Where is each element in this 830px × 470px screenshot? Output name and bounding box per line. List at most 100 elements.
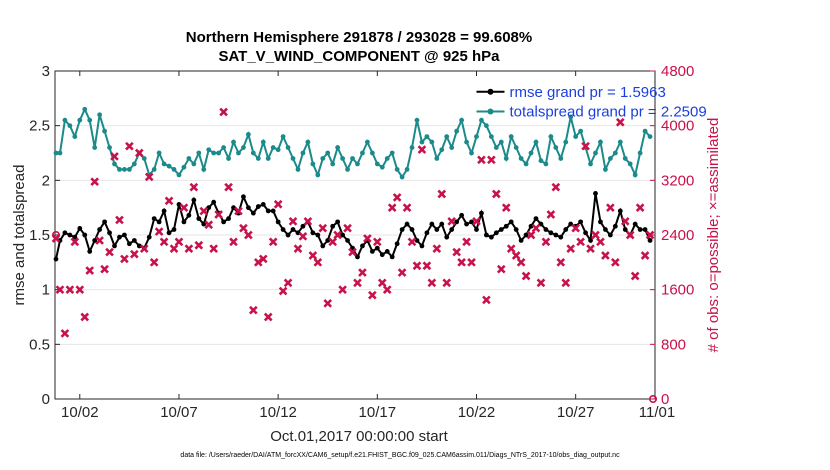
rmse-point (449, 227, 455, 232)
totalspread-point (503, 156, 509, 161)
assimilated-obs-marker-stroke-b (169, 244, 179, 253)
assimilated-obs-marker (472, 217, 481, 226)
assimilated-obs-marker (625, 230, 635, 240)
assimilated-obs-marker-stroke-b (501, 203, 511, 212)
totalspread-point (454, 128, 460, 134)
totalspread-point (533, 139, 539, 145)
y-tick-label: 3 (42, 63, 50, 80)
y-right-tick-label: 4000 (661, 118, 694, 135)
totalspread-point (374, 161, 380, 167)
totalspread-point (637, 150, 643, 156)
totalspread-point (67, 123, 73, 129)
assimilated-obs-marker (234, 206, 243, 216)
rmse-point (260, 201, 266, 207)
assimilated-obs-marker (615, 117, 625, 127)
assimilated-obs-marker (298, 232, 308, 241)
assimilated-obs-marker (80, 312, 90, 322)
rmse-point (270, 208, 276, 214)
assimilated-obs-marker-stroke-b (164, 196, 174, 206)
assimilated-obs-marker-stroke-b (199, 206, 209, 216)
y-axis-label: rmse and totalspread (11, 165, 28, 306)
assimilated-obs-marker-stroke-b (630, 271, 640, 281)
assimilated-obs-marker-stroke-b (625, 230, 635, 240)
assimilated-obs-marker (635, 203, 645, 212)
y-tick-label: 1 (42, 282, 50, 299)
assimilated-obs-marker-stroke-b (358, 268, 367, 277)
totalspread-point (429, 139, 435, 145)
totalspread-point (191, 161, 197, 167)
assimilated-obs-marker-stroke-b (204, 220, 214, 230)
assimilated-obs-marker-stroke-b (467, 258, 476, 267)
totalspread-point (464, 139, 469, 145)
assimilated-obs-marker (397, 268, 407, 277)
rmse-point (53, 256, 59, 262)
assimilated-obs-marker-stroke-b (130, 249, 139, 259)
rmse-point (513, 227, 519, 232)
totalspread-point (479, 117, 484, 123)
assimilated-obs-marker (586, 244, 595, 253)
totalspread-point (508, 134, 514, 140)
totalspread-point (226, 156, 231, 161)
assimilated-obs-marker-stroke-b (387, 203, 397, 212)
rmse-point (647, 238, 653, 243)
assimilated-obs-marker (120, 254, 129, 264)
rmse-point (241, 194, 246, 200)
x-tick-label: 11/01 (639, 404, 675, 421)
assimilated-obs-marker (209, 244, 218, 253)
assimilated-obs-marker-stroke-b (536, 278, 546, 288)
assimilated-obs-marker (328, 237, 338, 247)
rmse-point (171, 227, 177, 232)
assimilated-obs-marker (377, 278, 387, 288)
rmse-point (632, 221, 638, 227)
totalspread-point (275, 147, 281, 153)
y-tick-label: 2 (42, 172, 50, 189)
assimilated-obs-marker (263, 312, 273, 322)
totalspread-point (161, 161, 167, 167)
rmse-point (464, 221, 469, 227)
assimilated-obs-marker-stroke-b (85, 266, 95, 275)
totalspread-point (399, 174, 405, 180)
totalspread-point (409, 145, 415, 150)
totalspread-point (260, 139, 266, 145)
totalspread-point (77, 117, 83, 123)
assimilated-obs-marker (164, 196, 174, 206)
rmse-point (508, 219, 514, 225)
assimilated-obs-marker-stroke-b (139, 244, 149, 253)
rmse-point (355, 254, 360, 260)
totalspread-point (607, 156, 613, 161)
assimilated-obs-marker-stroke-b (278, 286, 288, 296)
assimilated-obs-marker-stroke-b (432, 244, 442, 253)
assimilated-obs-marker (174, 237, 184, 247)
totalspread-point (97, 112, 103, 118)
assimilated-obs-marker (199, 206, 209, 216)
x-tick-label: 10/27 (557, 404, 595, 421)
rmse-point (434, 227, 440, 232)
assimilated-obs-marker-stroke-b (566, 244, 576, 253)
assimilated-obs-marker-stroke-b (601, 251, 610, 260)
assimilated-obs-marker-stroke-b (273, 199, 283, 209)
totalspread-point (320, 156, 326, 161)
totalspread-point (82, 106, 88, 112)
assimilated-obs-marker-stroke-b (125, 141, 134, 151)
assimilated-obs-marker (516, 258, 526, 267)
assimilated-obs-marker-stroke-b (323, 299, 333, 308)
totalspread-point (216, 150, 222, 156)
assimilated-obs-marker-stroke-b (422, 261, 432, 271)
assimilated-obs-marker (308, 251, 318, 260)
totalspread-point (528, 150, 534, 156)
assimilated-obs-marker-stroke-b (209, 244, 218, 253)
totalspread-point (588, 161, 593, 167)
rmse-point (67, 232, 73, 238)
assimilated-obs-marker-stroke-b (477, 155, 486, 165)
assimilated-obs-marker (501, 203, 511, 212)
rmse-point (340, 232, 346, 238)
assimilated-obs-marker (323, 299, 333, 308)
totalspread-point (107, 145, 112, 150)
assimilated-obs-marker-stroke-b (363, 234, 372, 243)
totalspread-point (419, 139, 425, 145)
assimilated-obs-marker-stroke-b (372, 237, 382, 247)
assimilated-obs-marker (239, 223, 248, 233)
assimilated-obs-marker (293, 244, 303, 253)
assimilated-obs-marker-stroke-b (521, 271, 531, 281)
rmse-point (97, 227, 103, 232)
